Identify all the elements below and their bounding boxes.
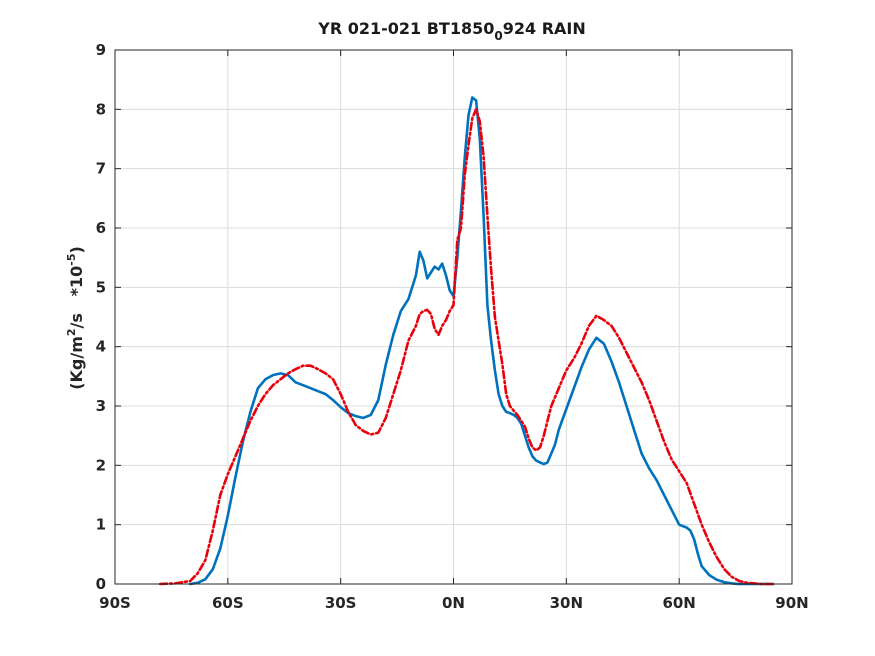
- y-tick-label: 3: [96, 397, 106, 415]
- x-tick-label: 60S: [212, 594, 244, 612]
- x-tick-label: 0N: [442, 594, 465, 612]
- y-label-sup2: -5: [65, 254, 78, 266]
- series-line-1: [188, 96, 775, 586]
- y-label-mid: /s *10: [67, 266, 86, 329]
- y-label-sup1: 2: [65, 328, 78, 336]
- y-tick-label: 5: [96, 278, 106, 296]
- chart-title: YR 021-021 BT18500924 RAIN: [317, 19, 586, 43]
- ticks: 90S 60S 30S 0N 30N 60N 90N 0 1 2 3 4 5 6 7 8 9: [96, 41, 809, 612]
- x-tick-label: 90S: [99, 594, 131, 612]
- chart-title-main: YR 021-021 BT1850: [317, 19, 494, 38]
- x-tick-label: 90N: [775, 594, 808, 612]
- x-tick-label: 30S: [325, 594, 357, 612]
- series-line-2: [158, 108, 775, 586]
- chart-title-subscript: 0: [494, 29, 502, 43]
- y-tick-label: 4: [96, 338, 106, 356]
- y-label-post: ): [67, 246, 86, 253]
- y-tick-label: 0: [96, 575, 106, 593]
- y-tick-label: 6: [96, 219, 106, 237]
- chart-title-tail: 924 RAIN: [503, 19, 586, 38]
- x-tick-label: 60N: [662, 594, 695, 612]
- y-label-pre: (Kg/m: [67, 336, 86, 390]
- grid: [114, 49, 793, 585]
- y-tick-label: 8: [96, 100, 106, 118]
- x-tick-label: 30N: [550, 594, 583, 612]
- y-tick-label: 1: [96, 516, 106, 534]
- y-tick-label: 7: [96, 160, 106, 178]
- y-axis-label: (Kg/m2/s *10-5): [65, 246, 86, 390]
- plot-area: [158, 96, 775, 586]
- y-tick-label: 2: [96, 456, 106, 474]
- y-tick-label: 9: [96, 41, 106, 59]
